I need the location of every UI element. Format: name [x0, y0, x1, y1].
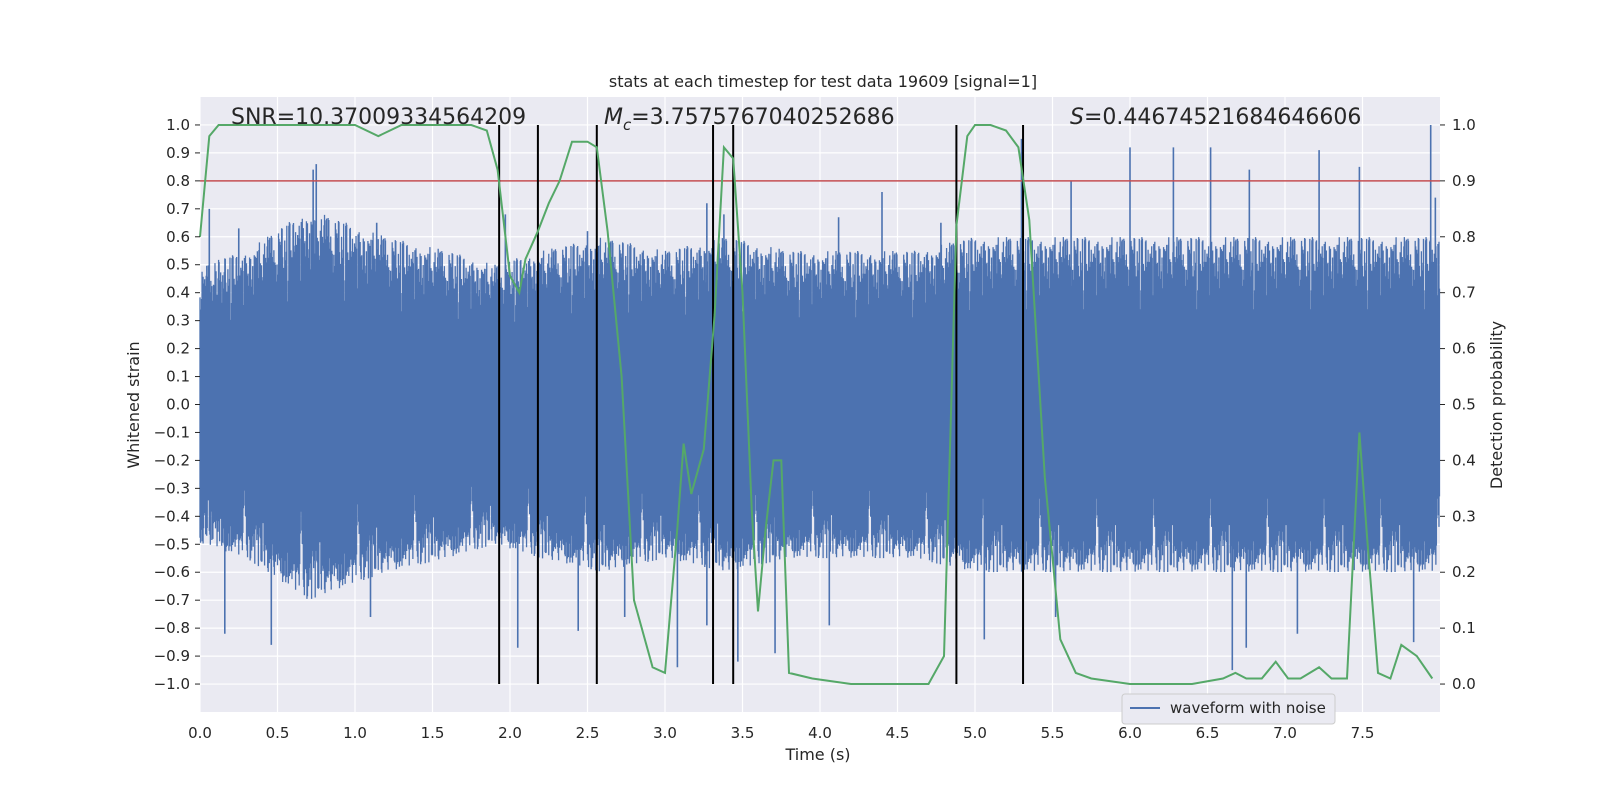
x-tick-label: 2.5 — [576, 724, 600, 742]
s-symbol: S — [1070, 105, 1084, 130]
y-tick-label-left: 0.0 — [166, 396, 190, 414]
x-tick-label: 4.0 — [808, 724, 832, 742]
y-tick-label-right: 0.9 — [1452, 172, 1476, 190]
y-tick-label-left: 0.2 — [166, 340, 190, 358]
y-tick-label-left: −1.0 — [154, 675, 190, 693]
y-tick-label-right: 0.5 — [1452, 396, 1476, 414]
waveform-series — [199, 124, 1441, 671]
y-tick-label-right: 0.3 — [1452, 507, 1476, 525]
x-tick-label: 1.5 — [421, 724, 445, 742]
y-tick-label-right: 0.0 — [1452, 675, 1476, 693]
y-tick-label-left: 0.9 — [166, 144, 190, 162]
x-tick-label: 1.0 — [343, 724, 367, 742]
detection-probability-line — [199, 124, 1434, 685]
chart-title: stats at each timestep for test data 196… — [609, 72, 1037, 91]
y-tick-label-right: 0.8 — [1452, 228, 1476, 246]
s-annotation: S=0.44674521684646606 — [1070, 105, 1361, 130]
chirp-mass-value: =3.7575767040252686 — [631, 105, 894, 130]
y-axis-label-right: Detection probability — [1487, 321, 1506, 489]
x-tick-label: 0.5 — [266, 724, 290, 742]
legend-label: waveform with noise — [1170, 699, 1326, 717]
x-tick-label: 3.0 — [653, 724, 677, 742]
legend: waveform with noise — [1121, 693, 1336, 725]
y-tick-label-right: 0.7 — [1452, 284, 1476, 302]
chirp-mass-annotation: Mc=3.7575767040252686 — [604, 105, 895, 134]
y-tick-label-left: −0.8 — [154, 619, 190, 637]
y-tick-label-left: −0.4 — [154, 507, 190, 525]
s-value: =0.44674521684646606 — [1084, 105, 1361, 130]
x-axis-label: Time (s) — [784, 745, 850, 764]
waveform-noise-band — [199, 212, 1441, 599]
y-tick-label-left: 1.0 — [166, 116, 190, 134]
y-tick-label-right: 1.0 — [1452, 116, 1476, 134]
y-tick-label-right: 0.4 — [1452, 451, 1476, 469]
x-tick-label: 5.5 — [1041, 724, 1065, 742]
y-axis-label-left: Whitened strain — [124, 341, 143, 468]
x-tick-label: 6.0 — [1118, 724, 1142, 742]
y-tick-label-left: −0.9 — [154, 647, 190, 665]
y-tick-label-left: 0.1 — [166, 368, 190, 386]
snr-annotation: SNR=10.37009334564209 — [231, 105, 526, 130]
legend-box — [1121, 693, 1336, 725]
x-tick-label: 7.5 — [1351, 724, 1375, 742]
y-tick-label-left: −0.1 — [154, 423, 190, 441]
x-tick-label: 6.5 — [1196, 724, 1220, 742]
chirp-mass-subscript: c — [623, 116, 632, 134]
x-tick-label: 0.0 — [188, 724, 212, 742]
y-tick-label-left: 0.8 — [166, 172, 190, 190]
y-tick-label-left: 0.4 — [166, 284, 190, 302]
segment-boundaries — [498, 124, 1025, 685]
y-tick-label-right: 0.6 — [1452, 340, 1476, 358]
y-tick-label-right: 0.2 — [1452, 563, 1476, 581]
x-tick-label: 3.5 — [731, 724, 755, 742]
x-tick-label: 7.0 — [1273, 724, 1297, 742]
y-tick-label-left: 0.3 — [166, 312, 190, 330]
y-tick-label-left: −0.6 — [154, 563, 190, 581]
x-tick-label: 2.0 — [498, 724, 522, 742]
y-tick-label-right: 0.1 — [1452, 619, 1476, 637]
y-tick-label-left: −0.2 — [154, 451, 190, 469]
y-tick-label-left: −0.7 — [154, 591, 190, 609]
y-tick-label-left: 0.7 — [166, 200, 190, 218]
y-tick-label-left: −0.3 — [154, 479, 190, 497]
y-tick-label-left: −0.5 — [154, 535, 190, 553]
x-tick-label: 4.5 — [886, 724, 910, 742]
x-tick-label: 5.0 — [963, 724, 987, 742]
y-tick-label-left: 0.5 — [166, 256, 190, 274]
chirp-mass-symbol: M — [604, 105, 623, 130]
probability-layer — [199, 124, 1434, 685]
y-tick-label-left: 0.6 — [166, 228, 190, 246]
tick-labels: 0.0 0.5 1.0 1.5 2.0 2.5 3.0 3.5 4.0 4.5 5.0 5.5 6.0 6… — [154, 116, 1476, 742]
